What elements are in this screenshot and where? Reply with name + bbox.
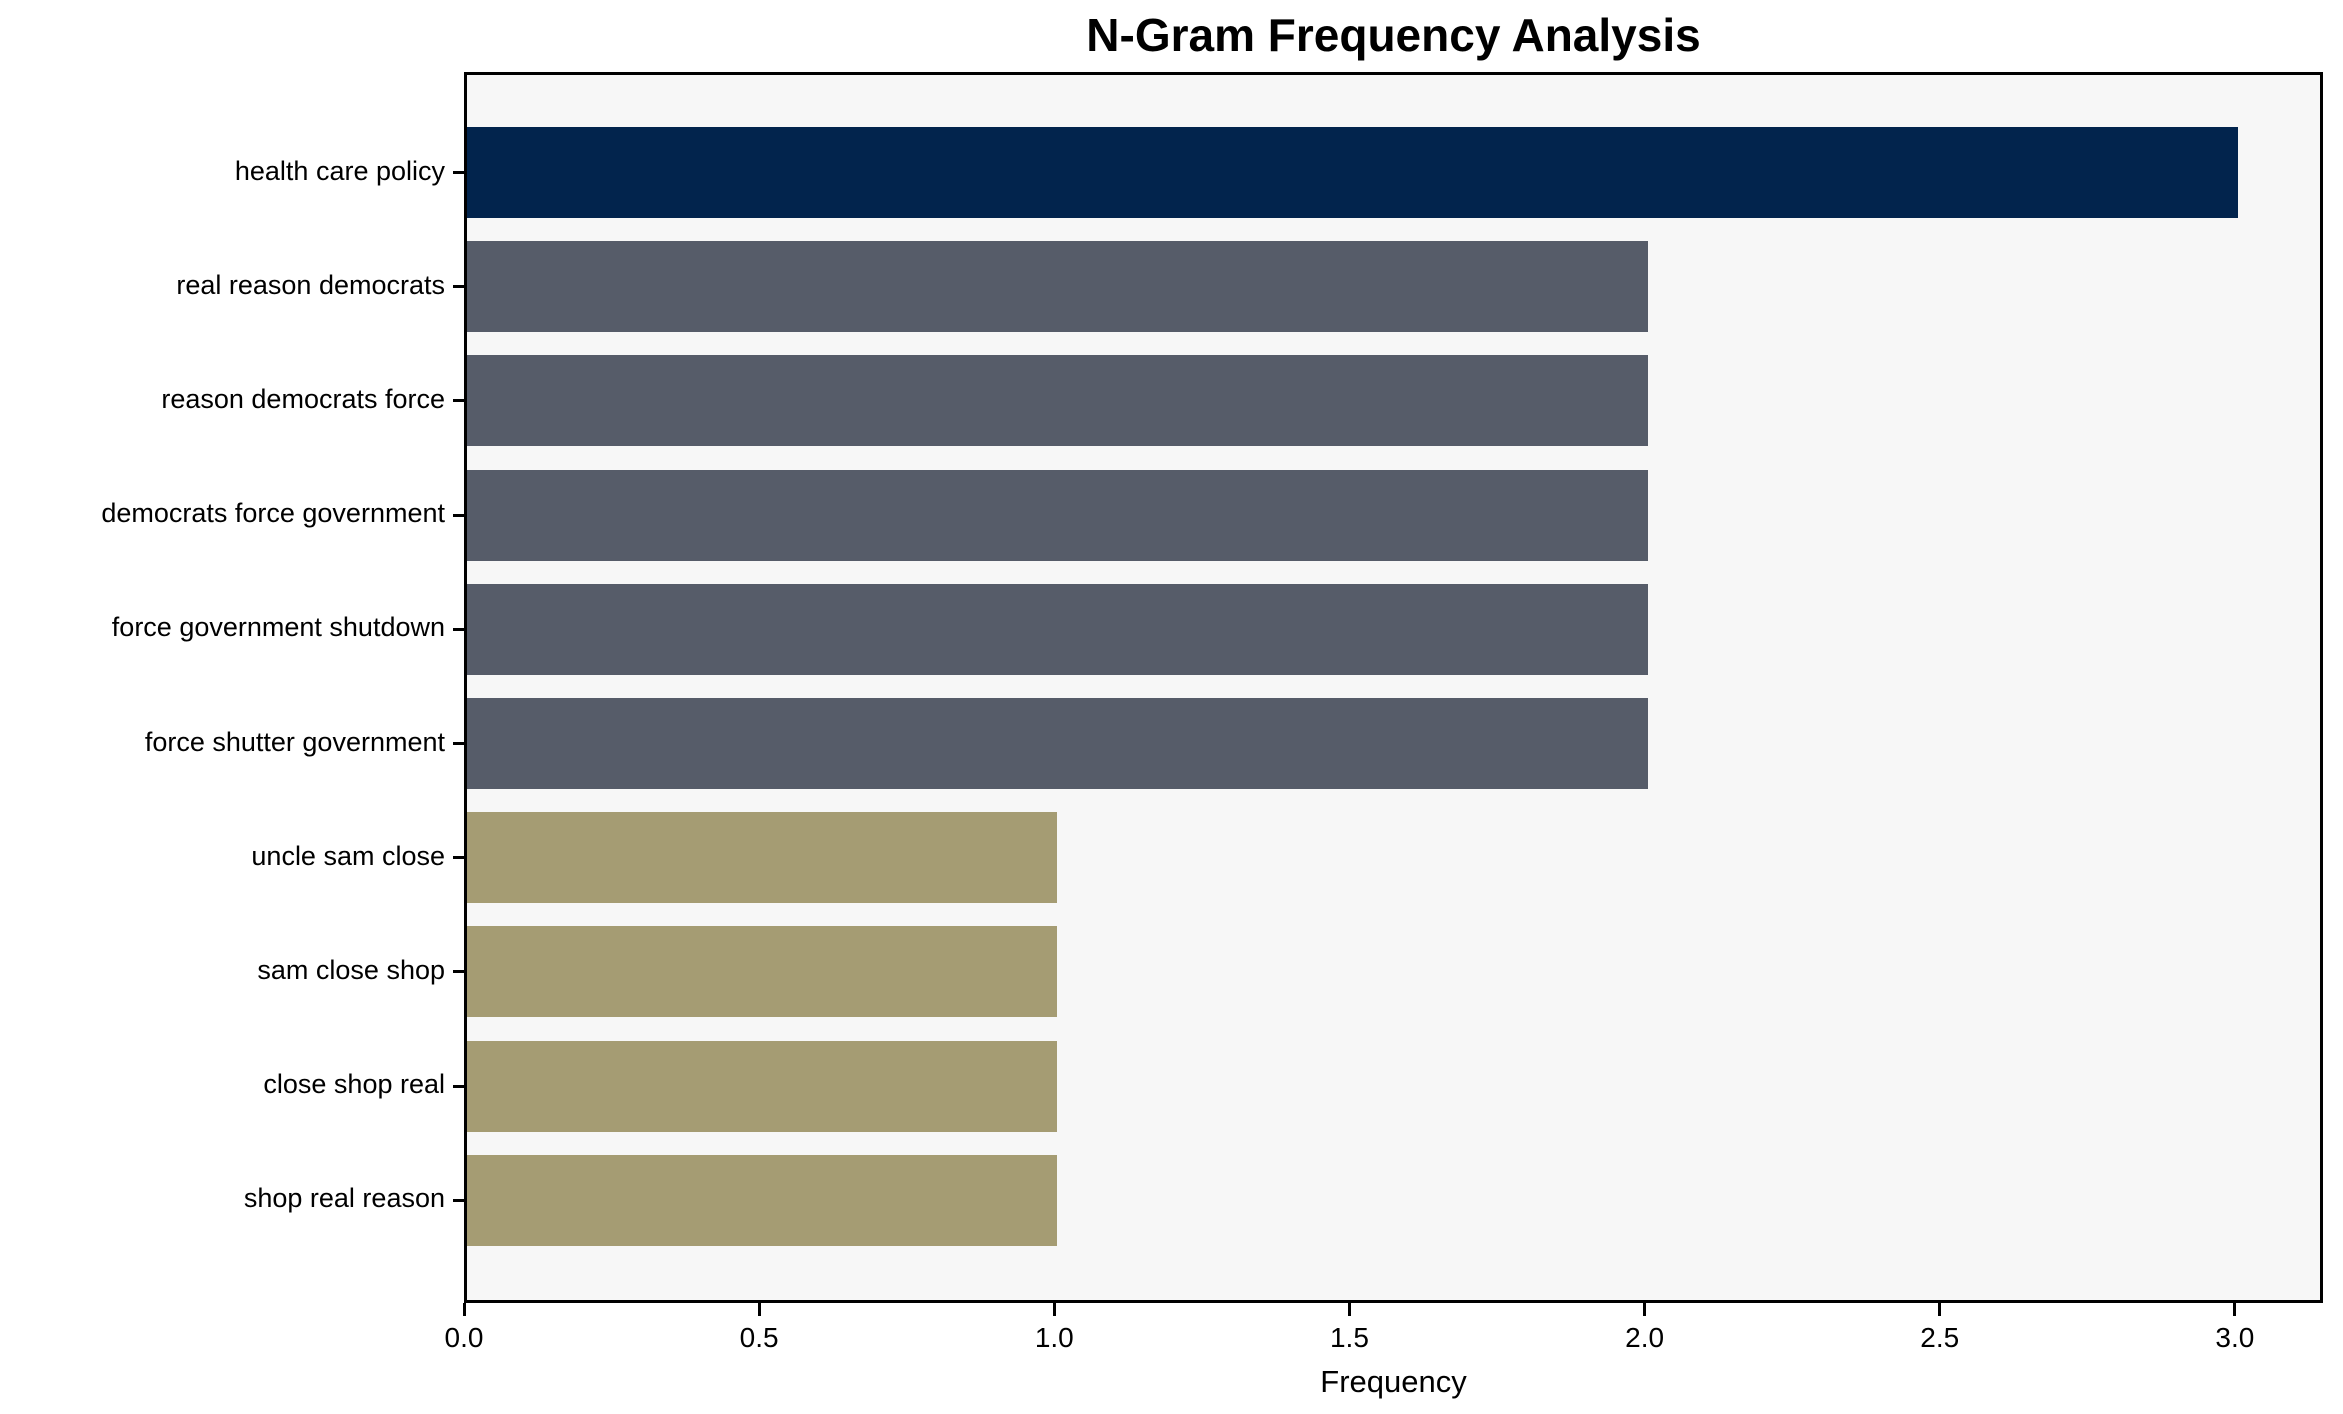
x-tick-mark	[2233, 1303, 2237, 1316]
y-tick-label: force government shutdown	[111, 612, 445, 643]
y-tick-label: reason democrats force	[161, 383, 445, 414]
bar-health-care-policy	[467, 127, 2238, 218]
x-axis-title: Frequency	[1320, 1364, 1467, 1399]
bar-democrats-force-government	[467, 469, 1648, 561]
bar-uncle-sam-close	[467, 812, 1058, 904]
y-tick-mark	[453, 513, 464, 517]
bar-force-government-shutdown	[467, 583, 1648, 675]
y-tick-mark	[453, 285, 464, 289]
y-tick-mark	[453, 856, 464, 860]
y-tick-label: force shutter government	[144, 726, 445, 757]
y-tick-mark	[453, 399, 464, 403]
bar-real-reason-democrats	[467, 241, 1648, 333]
x-tick-mark	[1938, 1303, 1942, 1316]
bar-reason-democrats-force	[467, 355, 1648, 447]
x-tick-mark	[1052, 1303, 1056, 1316]
x-tick-label: 0.5	[739, 1322, 779, 1353]
y-tick-label: real reason democrats	[176, 269, 445, 300]
x-tick-mark	[757, 1303, 761, 1316]
x-tick-label: 2.5	[1920, 1322, 1960, 1353]
y-tick-label: health care policy	[234, 155, 445, 186]
plot-area	[464, 72, 2323, 1303]
y-tick-mark	[453, 627, 464, 631]
x-tick-label: 1.0	[1034, 1322, 1074, 1353]
bar-shop-real-reason	[467, 1154, 1058, 1246]
y-tick-mark	[453, 970, 464, 974]
bar-sam-close-shop	[467, 926, 1058, 1018]
y-tick-mark	[453, 742, 464, 745]
x-tick-label: 1.5	[1329, 1322, 1369, 1353]
y-tick-label: close shop real	[263, 1069, 445, 1100]
x-tick-label: 2.0	[1625, 1322, 1665, 1353]
x-tick-label: 3.0	[2215, 1322, 2255, 1353]
y-tick-label: uncle sam close	[251, 840, 445, 871]
x-tick-label: 0.0	[444, 1322, 484, 1353]
bar-force-shutter-government	[467, 698, 1648, 789]
y-tick-mark	[453, 171, 464, 174]
x-tick-mark	[1347, 1303, 1351, 1316]
y-tick-label: sam close shop	[257, 954, 445, 985]
y-tick-mark	[453, 1198, 464, 1202]
y-tick-label: shop real reason	[243, 1183, 445, 1214]
y-tick-label: democrats force government	[101, 498, 445, 529]
bar-close-shop-real	[467, 1040, 1058, 1132]
y-tick-mark	[453, 1084, 464, 1088]
chart-title: N-Gram Frequency Analysis	[1086, 9, 1701, 61]
x-tick-mark	[1643, 1303, 1647, 1316]
x-tick-mark	[462, 1303, 466, 1316]
